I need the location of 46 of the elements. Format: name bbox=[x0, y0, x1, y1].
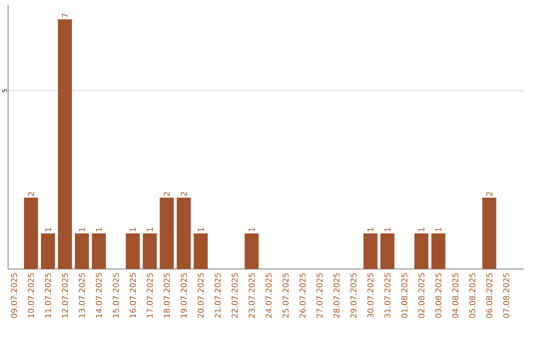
x-tick-label: 10.07.2025 bbox=[28, 273, 34, 318]
x-tick-label: 17.07.2025 bbox=[146, 273, 153, 318]
data-label: 1 bbox=[418, 228, 424, 232]
x-tick-label: 19.07.2025 bbox=[180, 273, 187, 318]
x-tick-label: 13.07.2025 bbox=[78, 273, 85, 318]
data-label: 2 bbox=[486, 192, 492, 196]
x-tick-label: 04.08.2025 bbox=[452, 273, 458, 318]
data-label: 2 bbox=[28, 192, 34, 196]
data-label: 1 bbox=[384, 228, 390, 232]
data-label: 1 bbox=[435, 228, 442, 232]
x-tick-label: 09.07.2025 bbox=[10, 273, 18, 318]
x-tick-label: 30.07.2025 bbox=[367, 273, 374, 318]
x-tick-label: 31.07.2025 bbox=[384, 273, 390, 318]
x-tick-label: 18.07.2025 bbox=[164, 273, 170, 318]
x-tick-label: 06.08.2025 bbox=[486, 273, 492, 318]
x-tick-label: 24.07.2025 bbox=[266, 273, 272, 318]
data-label: 1 bbox=[45, 228, 51, 232]
x-tick-label: 26.07.2025 bbox=[300, 273, 306, 318]
x-tick-label: 23.07.2025 bbox=[248, 273, 255, 318]
x-tick-label: 05.08.2025 bbox=[469, 273, 476, 318]
x-tick-label: 20.07.2025 bbox=[198, 273, 204, 318]
x-tick-label: 12.07.2025 bbox=[62, 273, 68, 318]
x-tick-label: 22.07.2025 bbox=[232, 273, 238, 318]
x-tick-label: 02.08.2025 bbox=[418, 273, 424, 318]
x-tick-label: 29.07.2025 bbox=[350, 273, 356, 318]
x-tick-label: 01.08.2025 bbox=[401, 273, 408, 318]
x-tick-label: 25.07.2025 bbox=[282, 273, 289, 318]
x-tick-label: 07.08.2025 bbox=[503, 273, 510, 318]
x-tick-label: 14.07.2025 bbox=[96, 273, 102, 318]
data-label: 1 bbox=[368, 228, 374, 232]
data-label: 2 bbox=[164, 192, 170, 196]
data-label: 7 bbox=[62, 14, 68, 18]
x-tick-label: 28.07.2025 bbox=[333, 273, 340, 318]
data-label: 1 bbox=[130, 228, 136, 232]
x-tick-label: 21.07.2025 bbox=[214, 273, 221, 318]
x-tick-label: 03.08.2025 bbox=[435, 273, 442, 318]
x-tick-label: 16.07.2025 bbox=[130, 273, 136, 318]
data-label: 1 bbox=[248, 228, 255, 232]
x-tick-label: 15.07.2025 bbox=[112, 273, 119, 318]
data-label: 2 bbox=[180, 192, 187, 196]
data-label: 1 bbox=[78, 228, 85, 232]
data-label: 1 bbox=[198, 228, 204, 232]
data-label: 1 bbox=[146, 228, 153, 232]
data-label: 1 bbox=[96, 228, 102, 232]
x-tick-label: 11.07.2025 bbox=[44, 273, 51, 318]
x-tick-label: 27.07.2025 bbox=[316, 273, 323, 318]
